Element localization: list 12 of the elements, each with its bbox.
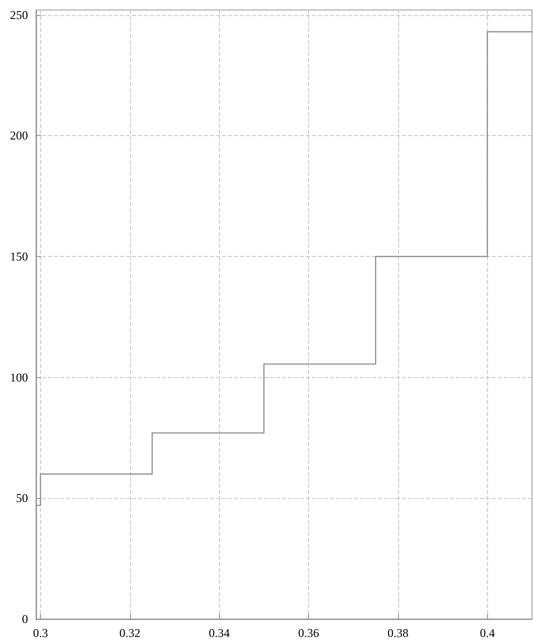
y-tick-label: 50 <box>16 491 28 506</box>
x-tick-label: 0.36 <box>298 626 320 640</box>
x-tick-label: 0.4 <box>480 626 495 640</box>
y-tick-label: 100 <box>10 370 28 384</box>
x-tick-label: 0.38 <box>387 626 408 640</box>
y-tick-label: 200 <box>10 128 28 143</box>
y-tick-label: 250 <box>10 8 28 22</box>
x-tick-label: 0.34 <box>208 626 230 640</box>
x-tick-label: 0.3 <box>32 626 48 640</box>
x-tick-label: 0.32 <box>119 626 140 640</box>
y-tick-label: 0 <box>22 612 28 626</box>
y-tick-label: 150 <box>10 250 28 264</box>
